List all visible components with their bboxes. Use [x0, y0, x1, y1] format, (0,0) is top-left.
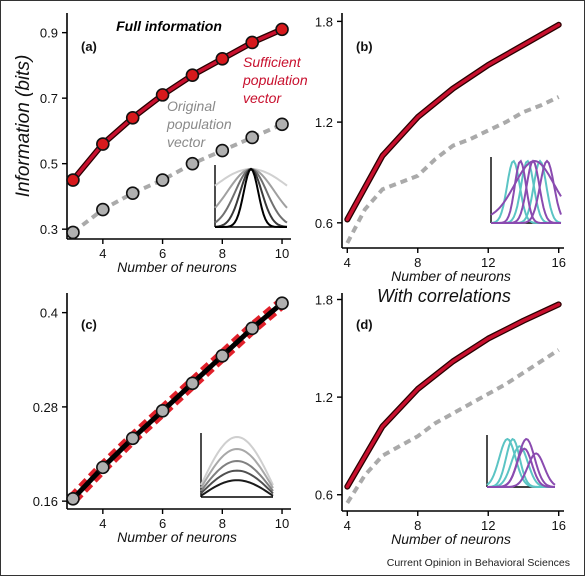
data-point	[215, 143, 230, 158]
series-0-line	[345, 23, 561, 222]
data-point	[275, 296, 289, 311]
y-tick-label: 1.8	[315, 14, 333, 29]
annotation-original: Original	[167, 98, 216, 114]
y-tick-label: 1.2	[315, 115, 333, 130]
x-tick-label: 8	[219, 246, 226, 261]
data-point	[275, 117, 289, 132]
data-point	[185, 376, 200, 391]
x-tick-label: 4	[99, 246, 106, 261]
x-tick-label: 6	[159, 246, 166, 261]
x-tick-label: 16	[551, 518, 565, 533]
footer-credit: Current Opinion in Behavioral Sciences	[386, 557, 570, 569]
panel-3: 4 6 8 10 0.16 0.28 0.4 Number of neurons	[33, 293, 291, 545]
y-tick-label: 0.4	[40, 306, 58, 321]
x-tick-label: 8	[414, 255, 421, 270]
tuning-curve	[214, 167, 288, 209]
data-point	[66, 225, 80, 240]
panel-letter: (d)	[356, 317, 373, 332]
y-tick-label: 1.2	[315, 390, 333, 405]
x-tick-label: 6	[159, 516, 166, 531]
tuning-curve	[490, 159, 562, 216]
x-axis-label: Number of neurons	[391, 268, 511, 284]
panel-letter: (c)	[81, 317, 97, 332]
tuning-curve	[200, 447, 274, 489]
data-point	[155, 404, 170, 418]
x-tick-label: 4	[344, 255, 351, 270]
y-axis-label: Information (bits)	[13, 55, 34, 198]
annotation-original: vector	[167, 134, 206, 150]
tuning-curve	[487, 452, 556, 488]
tuning-curve	[200, 479, 274, 497]
data-point	[215, 349, 230, 363]
tuning-curve	[200, 469, 274, 495]
y-tick-label: 1.8	[315, 293, 333, 308]
tuning-curve	[200, 435, 274, 486]
panel-letter: (b)	[356, 39, 373, 54]
x-tick-label: 10	[275, 246, 289, 261]
data-point	[245, 130, 259, 145]
x-axis-label: Number of neurons	[117, 259, 237, 275]
title-full-information: Full information	[116, 18, 222, 34]
title-with-correlations: With correlations	[377, 286, 511, 306]
annotation-sufficient: population	[242, 72, 308, 88]
data-point	[125, 186, 140, 200]
data-point	[96, 137, 110, 151]
y-tick-label: 0.6	[315, 488, 333, 503]
x-tick-label: 12	[481, 518, 495, 533]
x-tick-label: 16	[551, 255, 565, 270]
inset-b	[490, 157, 562, 224]
y-tick-label: 0.7	[40, 91, 58, 106]
x-axis-label: Number of neurons	[391, 531, 511, 547]
y-tick-label: 0.28	[33, 400, 58, 415]
panel-2: 4 8 12 16 0.6 1.2 1.8 Number of neurons	[315, 13, 566, 284]
data-point	[185, 156, 200, 171]
data-point	[96, 460, 110, 475]
inset-d	[486, 435, 556, 488]
y-tick-label: 0.6	[315, 216, 333, 231]
x-tick-label: 4	[99, 516, 106, 531]
tuning-curve	[491, 159, 562, 224]
x-tick-label: 12	[481, 255, 495, 270]
data-point	[155, 173, 170, 187]
data-point	[125, 111, 140, 125]
x-tick-label: 4	[344, 518, 351, 533]
x-tick-label: 8	[219, 516, 226, 531]
panel-4: 4 8 12 16 0.6 1.2 1.8 Number of neurons	[315, 293, 566, 547]
data-point	[66, 491, 80, 506]
data-point	[96, 202, 110, 217]
y-tick-label: 0.16	[33, 494, 58, 509]
series-1-line	[345, 95, 560, 244]
x-axis-label: Number of neurons	[117, 529, 237, 545]
x-tick-label: 10	[275, 516, 289, 531]
annotation-sufficient: Sufficient	[243, 54, 302, 70]
tuning-curve	[200, 459, 274, 492]
data-point	[125, 431, 140, 446]
data-point	[245, 321, 259, 336]
panel-letter: (a)	[81, 39, 97, 54]
y-tick-label: 0.9	[40, 26, 58, 41]
tuning-curve	[215, 167, 287, 228]
series-1-line	[345, 348, 560, 504]
data-point	[155, 88, 170, 102]
annotation-original: population	[166, 116, 232, 132]
data-point	[66, 173, 80, 187]
series-0-line	[345, 302, 561, 489]
inset-a	[214, 165, 288, 228]
inset-c	[200, 433, 274, 498]
data-point	[245, 35, 259, 50]
x-tick-label: 8	[414, 518, 421, 533]
panel-1: 4 6 8 10 0.3 0.5 0.7 0.9 Number of neurons Inform…	[13, 13, 291, 275]
y-tick-label: 0.3	[40, 222, 58, 237]
annotation-sufficient: vector	[243, 90, 282, 106]
data-point	[275, 22, 289, 37]
data-point	[185, 68, 200, 83]
y-tick-label: 0.5	[40, 157, 58, 172]
tuning-curve	[214, 167, 288, 187]
data-point	[215, 52, 230, 66]
